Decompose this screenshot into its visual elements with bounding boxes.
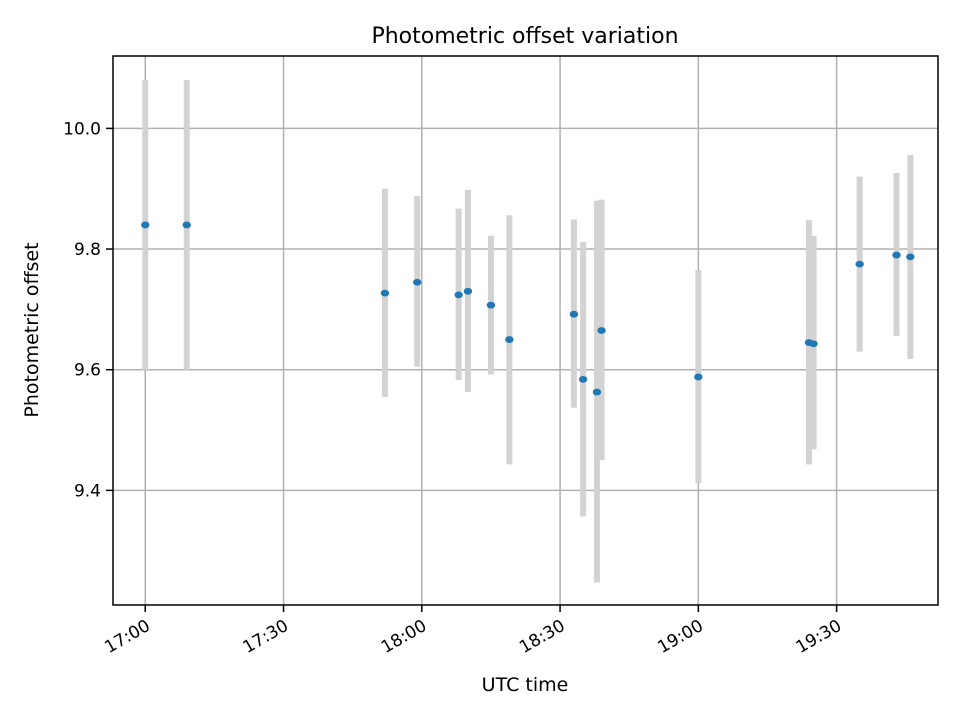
plot-frame xyxy=(112,55,939,606)
y-tick-label: 9.8 xyxy=(74,240,101,260)
data-point xyxy=(454,291,463,299)
x-tick-label: 18:30 xyxy=(516,616,568,658)
x-tick-label: 17:00 xyxy=(101,616,153,658)
x-axis-label: UTC time xyxy=(482,674,569,696)
data-point xyxy=(809,340,818,348)
data-point xyxy=(592,388,602,396)
data-point xyxy=(486,301,496,309)
y-tick-label: 9.6 xyxy=(74,361,101,381)
data-point xyxy=(141,221,150,229)
y-tick-label: 9.4 xyxy=(74,481,101,501)
data-point xyxy=(463,287,473,295)
data-point xyxy=(694,373,703,381)
y-tick-label: 10.0 xyxy=(63,119,101,139)
data-point xyxy=(597,327,606,334)
data-points xyxy=(141,221,915,396)
data-point xyxy=(505,336,514,343)
data-point xyxy=(855,260,864,268)
y-axis-ticks: 9.4 9.6 9.8 10.0 xyxy=(63,119,113,501)
y-axis-label: Photometric offset xyxy=(21,242,43,417)
x-tick-label: 19:30 xyxy=(793,616,845,658)
data-point xyxy=(578,375,588,383)
chart-title: Photometric offset variation xyxy=(371,24,678,49)
error-bars xyxy=(142,80,914,583)
data-point xyxy=(892,251,901,259)
x-tick-label: 18:00 xyxy=(378,616,430,658)
x-tick-label: 19:00 xyxy=(654,616,706,658)
data-point xyxy=(380,289,390,297)
data-point xyxy=(906,253,915,261)
data-point xyxy=(182,221,191,229)
data-point xyxy=(412,278,422,286)
data-point xyxy=(569,310,579,318)
x-axis-ticks: 17:00 17:30 18:00 18:30 19:00 19:30 xyxy=(101,605,845,658)
x-tick-label: 17:30 xyxy=(240,616,292,658)
